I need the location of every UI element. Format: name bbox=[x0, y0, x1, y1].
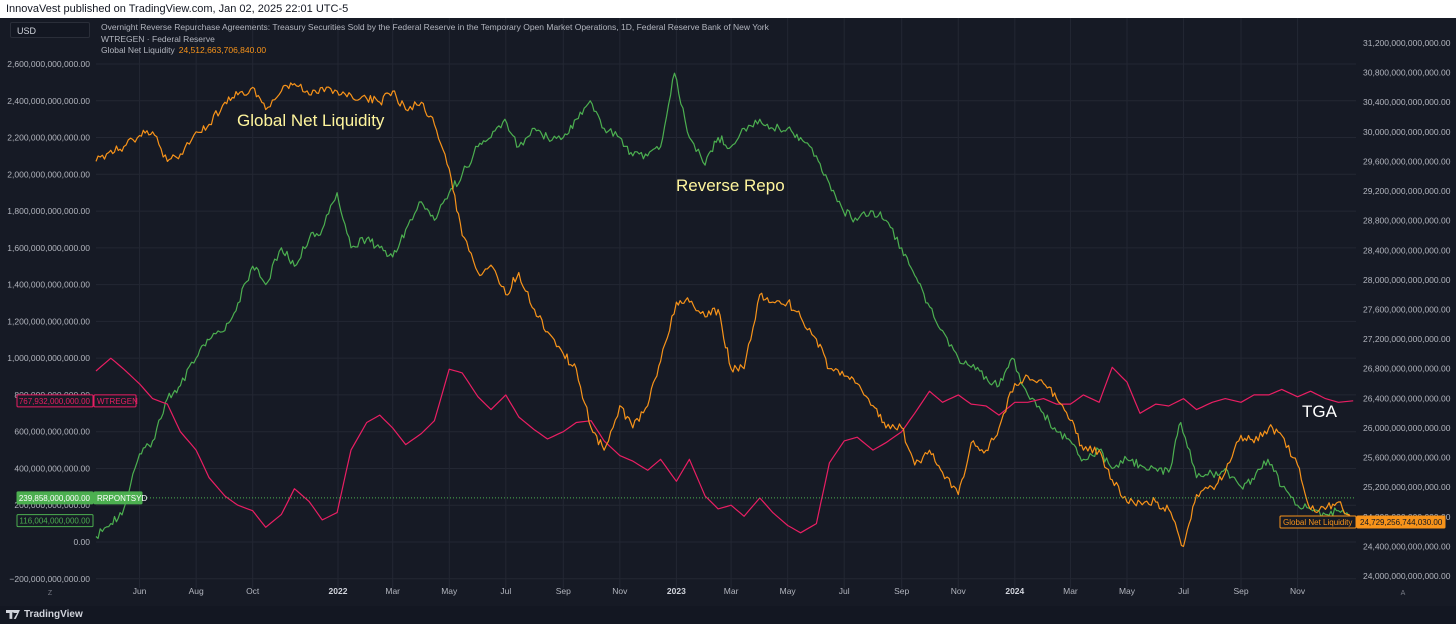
x-tick-label: May bbox=[1119, 586, 1136, 596]
right-tick-label: 30,400,000,000,000.00 bbox=[1363, 97, 1451, 107]
series-line-wtregen bbox=[95, 357, 1354, 534]
x-tick-label: Sep bbox=[1233, 586, 1248, 596]
left-tick-label: 400,000,000,000.00 bbox=[14, 463, 90, 473]
annotation-reverse-repo: Reverse Repo bbox=[676, 176, 785, 195]
currency-selector[interactable]: USD bbox=[10, 22, 90, 38]
right-tick-label: 27,600,000,000,000.00 bbox=[1363, 305, 1451, 315]
legend-rrp-title: Overnight Reverse Repurchase Agreements:… bbox=[101, 22, 769, 32]
tradingview-brand: TradingView bbox=[24, 609, 83, 620]
right-tick-label: 26,000,000,000,000.00 bbox=[1363, 423, 1451, 433]
rrp-value-tag-box bbox=[16, 514, 94, 528]
tga-value-tag-box bbox=[16, 394, 94, 408]
left-axis: −200,000,000,000.00 0.00 200,000,000,000.0… bbox=[7, 59, 90, 584]
x-tick-label: Nov bbox=[612, 586, 628, 596]
tga-name-tag-box bbox=[93, 394, 137, 408]
x-tick-label: Aug bbox=[189, 586, 204, 596]
x-tick-label: Nov bbox=[1290, 586, 1306, 596]
left-tick-label: 1,600,000,000,000.00 bbox=[7, 243, 90, 253]
tga-value-tag: 767,932,000,000.00 bbox=[19, 397, 91, 406]
gnl-value-tag: 24,729,256,744,030.00 bbox=[1360, 518, 1443, 527]
right-tick-label: 26,800,000,000,000.00 bbox=[1363, 364, 1451, 374]
right-tick-label: 25,600,000,000,000.00 bbox=[1363, 453, 1451, 463]
right-tick-label: 29,600,000,000,000.00 bbox=[1363, 156, 1451, 166]
annotations-layer: Global Net Liquidity Reverse Repo TGA bbox=[237, 111, 1338, 421]
value-tags-layer: 767,932,000,000.00 WTREGEN 239,858,000,000… bbox=[16, 394, 1446, 529]
right-tick-label: 31,200,000,000,000.00 bbox=[1363, 38, 1451, 48]
x-tick-label: Sep bbox=[894, 586, 909, 596]
left-tick-label: 600,000,000,000.00 bbox=[14, 427, 90, 437]
right-tick-label: 24,000,000,000,000.00 bbox=[1363, 571, 1451, 581]
right-tick-label: 30,000,000,000,000.00 bbox=[1363, 127, 1451, 137]
right-tick-label: 27,200,000,000,000.00 bbox=[1363, 334, 1451, 344]
tradingview-logo[interactable]: TradingView bbox=[6, 609, 83, 620]
x-axis: Jun Aug Oct 2022 Mar May Jul Sep Nov 2023 Mar May Ju… bbox=[48, 586, 1406, 597]
left-tick-label: 2,400,000,000,000.00 bbox=[7, 96, 90, 106]
left-tick-label: 2,600,000,000,000.00 bbox=[7, 59, 90, 69]
gnl-name-tag: Global Net Liquidity bbox=[1283, 518, 1352, 527]
published-by-text: InnovaVest published on TradingView.com,… bbox=[6, 3, 349, 15]
gnl-name-tag-box bbox=[1279, 515, 1357, 529]
x-tick-label: Mar bbox=[1063, 586, 1078, 596]
left-tick-label: 2,200,000,000,000.00 bbox=[7, 133, 90, 143]
left-tick-label: 1,200,000,000,000.00 bbox=[7, 316, 90, 326]
right-tick-label: 29,200,000,000,000.00 bbox=[1363, 186, 1451, 196]
right-tick-label: 28,800,000,000,000.00 bbox=[1363, 216, 1451, 226]
x-tick-label: Mar bbox=[724, 586, 739, 596]
legend-gnl-name: Global Net Liquidity bbox=[101, 45, 175, 55]
x-tick-label: Jul bbox=[500, 586, 511, 596]
tga-name-tag: WTREGEN bbox=[97, 397, 138, 406]
rrp-ref-value-tag-box bbox=[16, 491, 94, 505]
left-scale-mark: Z bbox=[48, 590, 53, 597]
left-tick-label: 0.00 bbox=[73, 537, 90, 547]
series-line-rrpontsyd bbox=[95, 72, 1354, 540]
series-layer bbox=[95, 72, 1354, 548]
rrp-name-tag: RRPONTSYD bbox=[97, 494, 147, 503]
left-tick-label: 1,800,000,000,000.00 bbox=[7, 206, 90, 216]
annotation-global-net-liquidity: Global Net Liquidity bbox=[237, 111, 385, 130]
chart-svg[interactable]: −200,000,000,000.00 0.00 200,000,000,000.0… bbox=[0, 18, 1456, 606]
right-tick-label: 26,400,000,000,000.00 bbox=[1363, 393, 1451, 403]
left-tick-label: 2,000,000,000,000.00 bbox=[7, 169, 90, 179]
chart-frame bbox=[0, 18, 1456, 606]
x-tick-label: Jul bbox=[839, 586, 850, 596]
legend-gnl-value: 24,512,663,706,840.00 bbox=[178, 45, 267, 55]
left-tick-label: −200,000,000,000.00 bbox=[9, 574, 90, 584]
x-tick-label: Sep bbox=[556, 586, 571, 596]
currency-label: USD bbox=[17, 26, 37, 36]
right-tick-label: 30,800,000,000,000.00 bbox=[1363, 68, 1451, 78]
tradingview-logo-icon bbox=[6, 609, 20, 619]
x-tick-label: May bbox=[441, 586, 458, 596]
grid-layer bbox=[96, 18, 1356, 588]
annotation-tga: TGA bbox=[1302, 402, 1338, 421]
right-tick-label: 28,400,000,000,000.00 bbox=[1363, 245, 1451, 255]
left-tick-label: 1,000,000,000,000.00 bbox=[7, 353, 90, 363]
x-tick-label: Jul bbox=[1178, 586, 1189, 596]
published-by-banner: InnovaVest published on TradingView.com,… bbox=[0, 0, 1456, 18]
rrp-ref-value-tag: 239,858,000,000.00 bbox=[19, 494, 91, 503]
right-tick-label: 24,400,000,000,000.00 bbox=[1363, 541, 1451, 551]
x-tick-label: 2023 bbox=[667, 586, 686, 596]
rrp-value-tag: 116,004,000,000.00 bbox=[19, 517, 90, 526]
x-tick-label: Nov bbox=[951, 586, 967, 596]
x-tick-label: 2022 bbox=[329, 586, 348, 596]
legend-gnl-row: Global Net Liquidity 24,512,663,706,840.0… bbox=[101, 45, 769, 57]
x-tick-label: 2024 bbox=[1005, 586, 1024, 596]
bottom-bar: TradingView bbox=[0, 606, 1456, 624]
x-tick-label: Oct bbox=[246, 586, 260, 596]
right-axis: 24,000,000,000,000.00 24,400,000,000,000.… bbox=[1363, 38, 1451, 581]
left-tick-label: 1,400,000,000,000.00 bbox=[7, 280, 90, 290]
right-scale-mark: A bbox=[1401, 590, 1406, 597]
right-tick-label: 25,200,000,000,000.00 bbox=[1363, 482, 1451, 492]
gnl-value-tag-box bbox=[1356, 515, 1446, 529]
series-line-global-net-liquidity bbox=[95, 82, 1354, 548]
x-tick-label: May bbox=[780, 586, 797, 596]
right-tick-label: 28,000,000,000,000.00 bbox=[1363, 275, 1451, 285]
legend: Overnight Reverse Repurchase Agreements:… bbox=[101, 22, 769, 57]
left-tick-label: 200,000,000,000.00 bbox=[14, 500, 90, 510]
x-tick-label: Jun bbox=[133, 586, 147, 596]
x-tick-label: Mar bbox=[385, 586, 400, 596]
rrp-name-tag-box bbox=[93, 491, 143, 505]
legend-tga-title: WTREGEN · Federal Reserve bbox=[101, 33, 215, 44]
